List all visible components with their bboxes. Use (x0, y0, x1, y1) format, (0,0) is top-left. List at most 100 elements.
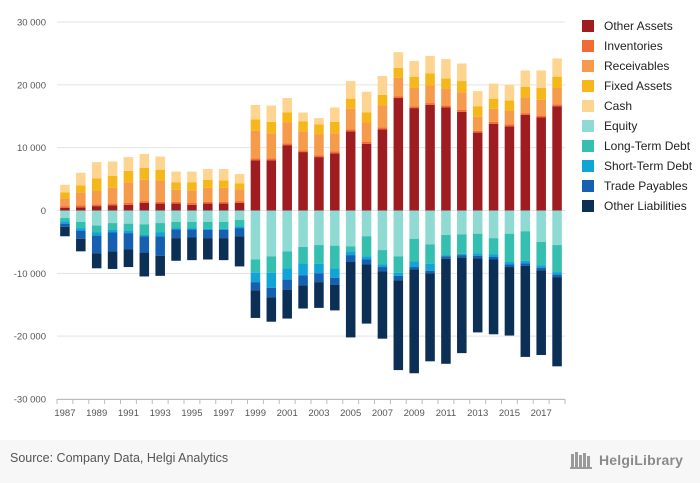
bar-segment-cash-2015 (504, 84, 515, 101)
bar-segment-cash-1995 (187, 171, 197, 183)
bar-segment-fixed-assets-2009 (409, 76, 419, 88)
bar-segment-trade-payables-1989 (91, 235, 102, 254)
bar-segment-cash-2004 (330, 107, 340, 122)
legend-swatch (582, 140, 594, 152)
bar-segment-short-term-debt-2004 (330, 268, 340, 278)
bar-segment-fixed-assets-2013 (472, 106, 483, 117)
bar-segment-other-liabilities-2015 (504, 267, 515, 336)
bar-segment-fixed-assets-2007 (377, 94, 388, 106)
bar-segment-other-liabilities-1995 (187, 237, 197, 261)
legend-item-receivables[interactable]: Receivables (582, 56, 669, 76)
bar-segment-other-liabilities-1987 (60, 226, 70, 237)
bar-segment-long-term-debt-2006 (361, 236, 372, 257)
bar-segment-equity-2015 (504, 210, 515, 234)
bar-segment-receivables-2011 (441, 88, 451, 106)
bar-segment-cash-2009 (409, 60, 419, 77)
bar-segment-equity-1991 (123, 210, 134, 224)
bar-segment-receivables-2010 (425, 85, 435, 104)
bar-segment-other-assets-2013 (472, 132, 483, 211)
bar-segment-cash-1992 (139, 153, 150, 168)
bar-segment-fixed-assets-1987 (60, 192, 70, 199)
x-tick-label: 2015 (499, 408, 520, 419)
legend-item-short-term-debt[interactable]: Short-Term Debt (582, 156, 692, 176)
bar-segment-other-assets-2014 (488, 123, 499, 211)
bar-segment-other-liabilities-2002 (298, 285, 308, 309)
bar-segment-equity-1988 (76, 210, 86, 222)
bar-segment-inventories-1989 (91, 204, 102, 207)
bar-segment-other-liabilities-1998 (234, 236, 245, 267)
bar-segment-fixed-assets-2005 (345, 98, 356, 109)
bar-segment-other-liabilities-1997 (218, 238, 229, 261)
legend-swatch (582, 120, 594, 132)
legend-item-inventories[interactable]: Inventories (582, 36, 663, 56)
bar-segment-long-term-debt-1988 (76, 221, 86, 229)
bar-segment-receivables-1996 (203, 187, 213, 202)
bar-segment-cash-1998 (234, 174, 245, 184)
source-text: Source: Company Data, Helgi Analytics (10, 451, 229, 465)
bar-segment-other-liabilities-1988 (76, 238, 86, 252)
bar-segment-fixed-assets-1997 (218, 180, 229, 188)
bar-segment-short-term-debt-1987 (60, 221, 70, 224)
bar-segment-other-liabilities-2018 (552, 277, 562, 367)
bar-segment-other-assets-2016 (520, 114, 531, 211)
bar-segment-trade-payables-2013 (472, 255, 483, 259)
bar-segment-other-liabilities-2012 (457, 257, 467, 354)
bar-segment-cash-2002 (298, 112, 308, 122)
bar-segment-other-liabilities-2011 (441, 258, 451, 364)
legend-item-equity[interactable]: Equity (582, 116, 637, 136)
bar-segment-other-liabilities-1994 (171, 238, 181, 261)
legend-item-fixed-assets[interactable]: Fixed Assets (582, 76, 672, 96)
legend-item-trade-payables[interactable]: Trade Payables (582, 176, 688, 196)
legend-item-other-assets[interactable]: Other Assets (582, 16, 673, 36)
x-tick-label: 2017 (531, 408, 552, 419)
bar-segment-inventories-1995 (187, 202, 197, 205)
y-tick-label: 0 (41, 206, 46, 217)
bar-segment-other-assets-2010 (425, 104, 435, 211)
bar-segment-trade-payables-1999 (250, 282, 261, 291)
bar-segment-short-term-debt-1997 (218, 228, 229, 230)
bar-segment-equity-1996 (203, 210, 213, 222)
bar-segment-cash-1989 (91, 162, 102, 179)
legend-label: Short-Term Debt (604, 159, 693, 173)
bar-segment-equity-2013 (472, 210, 483, 234)
bar-segment-equity-2002 (298, 210, 308, 247)
legend-label: Long-Term Debt (604, 139, 691, 153)
x-tick-label: 2003 (308, 408, 329, 419)
legend-item-long-term-debt[interactable]: Long-Term Debt (582, 136, 690, 156)
bar-segment-cash-2007 (377, 76, 388, 95)
legend-label: Fixed Assets (604, 79, 673, 93)
bar-segment-inventories-1993 (155, 201, 165, 204)
bar-segment-trade-payables-1988 (76, 230, 86, 239)
bar-segment-other-liabilities-1992 (139, 252, 150, 277)
bar-segment-other-assets-2018 (552, 106, 562, 211)
bar-segment-cash-2000 (266, 105, 277, 122)
bar-segment-other-assets-2008 (393, 98, 404, 211)
bar-segment-cash-2014 (488, 83, 499, 99)
bar-segment-other-assets-1997 (218, 203, 229, 211)
bar-segment-inventories-2007 (377, 127, 388, 130)
bar-segment-fixed-assets-1992 (139, 167, 150, 180)
x-tick-label: 2001 (277, 408, 298, 419)
x-tick-label: 2009 (404, 408, 425, 419)
bar-segment-other-liabilities-2001 (282, 289, 292, 319)
bar-segment-short-term-debt-2003 (314, 263, 324, 274)
bar-segment-short-term-debt-2009 (409, 261, 419, 268)
bar-segment-trade-payables-2002 (298, 275, 308, 286)
bar-segment-receivables-2000 (266, 133, 277, 159)
bar-segment-inventories-2009 (409, 106, 419, 109)
bar-segment-inventories-2013 (472, 130, 483, 133)
bar-segment-fixed-assets-2000 (266, 121, 277, 134)
bar-segment-other-assets-1987 (60, 207, 70, 211)
bar-segment-equity-1992 (139, 210, 150, 225)
logo-text: HelgiLibrary (599, 452, 684, 468)
bar-segment-cash-2006 (361, 91, 372, 113)
bar-segment-long-term-debt-2011 (441, 235, 451, 256)
legend-item-cash[interactable]: Cash (582, 96, 632, 116)
bar-segment-inventories-2003 (314, 155, 324, 158)
y-axis-labels: 30 000 20 000 10 000 0 -10 000 -20 000 -30 000 (14, 18, 46, 406)
bar-segment-inventories-2004 (330, 151, 340, 154)
x-tick-label: 2005 (340, 408, 361, 419)
bar-segment-fixed-assets-2011 (441, 78, 451, 89)
legend-item-other-liabilities[interactable]: Other Liabilities (582, 196, 687, 216)
bar-segment-long-term-debt-1990 (107, 223, 118, 230)
